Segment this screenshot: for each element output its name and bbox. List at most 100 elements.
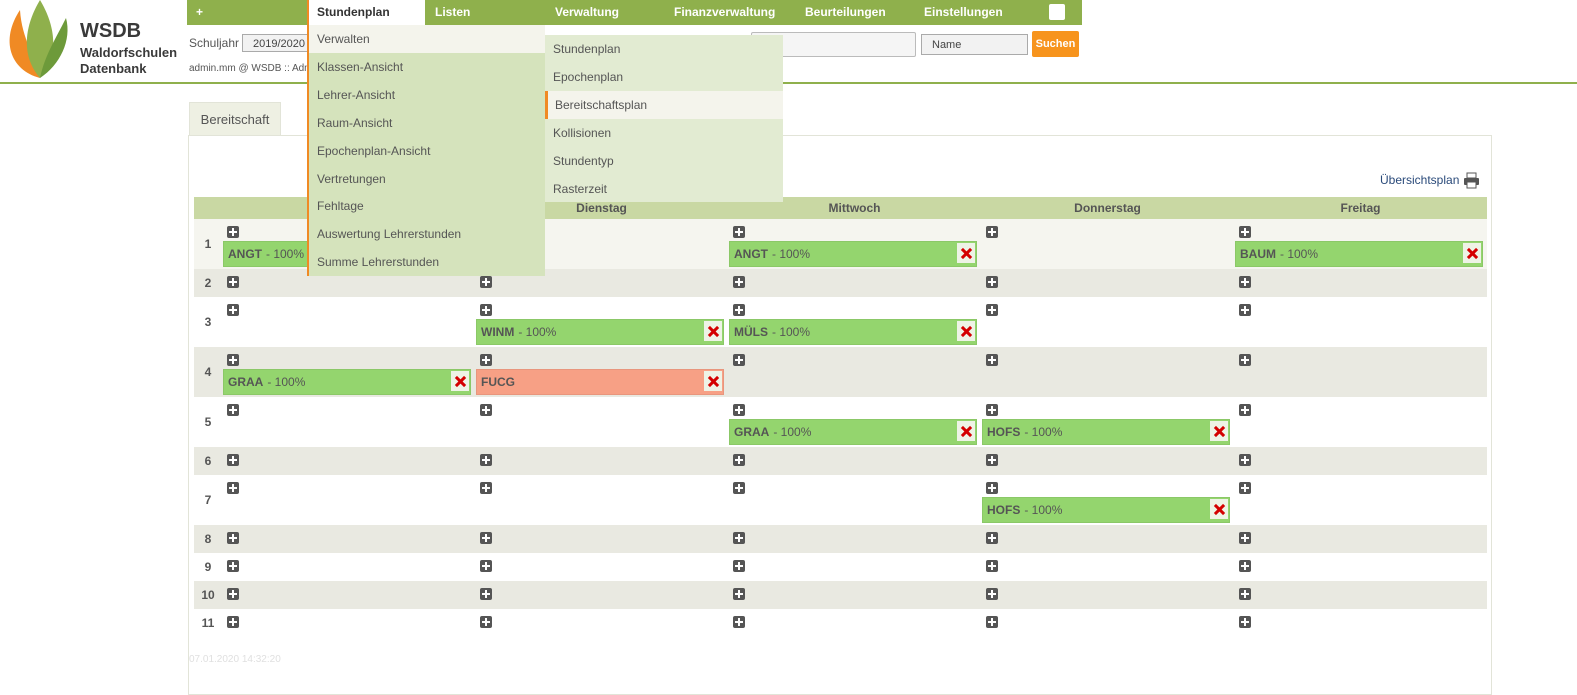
- add-button[interactable]: [227, 304, 239, 316]
- add-button[interactable]: [227, 226, 239, 238]
- add-button[interactable]: [1239, 354, 1251, 366]
- menu-item[interactable]: Rasterzeit: [553, 181, 608, 196]
- nav-item[interactable]: Verwaltung: [555, 5, 620, 19]
- menu-item[interactable]: Stundentyp: [553, 153, 614, 168]
- add-button[interactable]: [1239, 560, 1251, 572]
- add-button[interactable]: [1239, 276, 1251, 288]
- add-button[interactable]: [480, 404, 492, 416]
- delete-button[interactable]: [451, 371, 469, 391]
- add-button[interactable]: [733, 404, 745, 416]
- add-button[interactable]: [986, 304, 998, 316]
- add-button[interactable]: [480, 454, 492, 466]
- print-icon[interactable]: [1463, 172, 1480, 189]
- delete-button[interactable]: [704, 321, 722, 341]
- add-button[interactable]: [733, 276, 745, 288]
- add-button[interactable]: [227, 354, 239, 366]
- add-button[interactable]: [986, 404, 998, 416]
- add-button[interactable]: [1239, 226, 1251, 238]
- delete-button[interactable]: [957, 421, 975, 441]
- add-button[interactable]: [733, 304, 745, 316]
- menu-item[interactable]: Raum-Ansicht: [317, 115, 393, 130]
- schedule-cell: WINM - 100%: [475, 297, 728, 347]
- menu-item[interactable]: Vertretungen: [317, 171, 386, 186]
- add-button[interactable]: [986, 616, 998, 628]
- nav-plus[interactable]: +: [196, 5, 204, 19]
- logout-icon[interactable]: [1049, 4, 1065, 20]
- delete-button[interactable]: [1463, 243, 1481, 263]
- menu-item[interactable]: Stundenplan: [553, 42, 621, 56]
- add-button[interactable]: [733, 560, 745, 572]
- add-button[interactable]: [733, 616, 745, 628]
- add-button[interactable]: [986, 482, 998, 494]
- add-button[interactable]: [986, 226, 998, 238]
- schedule-cell: [981, 347, 1234, 397]
- tab[interactable]: Bereitschaft: [189, 102, 281, 135]
- add-button[interactable]: [1239, 304, 1251, 316]
- nav-item[interactable]: Stundenplan: [307, 0, 425, 25]
- submenu: Verwalten Klassen-Ansicht Lehrer-Ansicht Ra…: [307, 25, 545, 276]
- add-button[interactable]: [480, 588, 492, 600]
- delete-button[interactable]: [957, 321, 975, 341]
- add-button[interactable]: [1239, 482, 1251, 494]
- menu-item[interactable]: Epochenplan-Ansicht: [317, 143, 431, 158]
- menu-item[interactable]: Verwalten: [309, 25, 545, 53]
- add-button[interactable]: [227, 404, 239, 416]
- nav-item[interactable]: Einstellungen: [924, 5, 1003, 19]
- delete-button[interactable]: [1210, 421, 1228, 441]
- menu-item[interactable]: Bereitschaftsplan: [545, 90, 783, 119]
- add-button[interactable]: [227, 454, 239, 466]
- menu-item[interactable]: Auswertung Lehrerstunden: [317, 227, 462, 242]
- delete-button[interactable]: [957, 243, 975, 263]
- add-button[interactable]: [733, 226, 745, 238]
- add-button[interactable]: [227, 532, 239, 544]
- add-button[interactable]: [1239, 588, 1251, 600]
- add-button[interactable]: [227, 560, 239, 572]
- delete-button[interactable]: [1210, 499, 1228, 519]
- menu-item[interactable]: Kollisionen: [553, 125, 612, 140]
- delete-button[interactable]: [704, 371, 722, 391]
- add-button[interactable]: [733, 532, 745, 544]
- nav-item[interactable]: Finanzverwaltung: [674, 5, 776, 19]
- add-button[interactable]: [986, 454, 998, 466]
- add-button[interactable]: [480, 276, 492, 288]
- menu-item[interactable]: Klassen-Ansicht: [317, 59, 404, 74]
- add-button[interactable]: [986, 276, 998, 288]
- add-button[interactable]: [480, 532, 492, 544]
- search-button[interactable]: Suchen: [1032, 31, 1079, 57]
- add-button[interactable]: [986, 532, 998, 544]
- menu-item[interactable]: Epochenplan: [553, 69, 624, 84]
- add-button[interactable]: [1239, 532, 1251, 544]
- add-button[interactable]: [480, 354, 492, 366]
- schedule-cell: HOFS - 100%: [981, 475, 1234, 525]
- add-button[interactable]: [986, 560, 998, 572]
- add-button[interactable]: [733, 588, 745, 600]
- menu-item[interactable]: Lehrer-Ansicht: [317, 87, 396, 102]
- add-button[interactable]: [227, 482, 239, 494]
- add-button[interactable]: [1239, 404, 1251, 416]
- schedule-cell: FUCG: [475, 347, 728, 397]
- add-button[interactable]: [480, 616, 492, 628]
- menu-item[interactable]: Summe Lehrerstunden: [317, 255, 440, 270]
- add-button[interactable]: [227, 588, 239, 600]
- nav-item[interactable]: Listen: [435, 5, 471, 19]
- add-button[interactable]: [480, 560, 492, 572]
- search-field-select[interactable]: Name: [921, 34, 1028, 55]
- schuljahr-select[interactable]: 2019/2020: [242, 34, 310, 52]
- add-button[interactable]: [733, 354, 745, 366]
- timestamp: 07.01.2020 14:32:20: [189, 654, 281, 665]
- add-button[interactable]: [733, 454, 745, 466]
- assignment-detail: - 100%: [1024, 503, 1063, 517]
- add-button[interactable]: [227, 616, 239, 628]
- add-button[interactable]: [227, 276, 239, 288]
- add-button[interactable]: [1239, 454, 1251, 466]
- nav-item[interactable]: Beurteilungen: [805, 5, 886, 19]
- menu-item[interactable]: Fehltage: [317, 199, 364, 214]
- add-button[interactable]: [480, 304, 492, 316]
- add-button[interactable]: [1239, 616, 1251, 628]
- add-button[interactable]: [480, 482, 492, 494]
- add-button[interactable]: [733, 482, 745, 494]
- add-button[interactable]: [986, 354, 998, 366]
- print-link[interactable]: Übersichtsplan: [1380, 173, 1460, 187]
- add-button[interactable]: [986, 588, 998, 600]
